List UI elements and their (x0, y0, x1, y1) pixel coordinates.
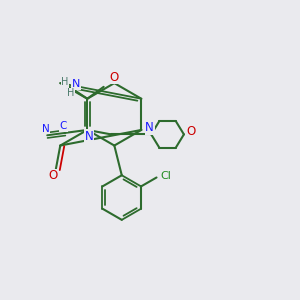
Text: N: N (42, 124, 50, 134)
Text: H: H (67, 88, 75, 98)
Text: N: N (145, 122, 154, 134)
Text: Cl: Cl (160, 171, 171, 181)
Text: C: C (60, 122, 67, 131)
Text: H: H (61, 77, 69, 87)
Text: O: O (48, 169, 58, 182)
Text: O: O (110, 71, 119, 84)
Text: N: N (84, 130, 93, 143)
Text: N: N (72, 80, 80, 89)
Text: O: O (187, 125, 196, 138)
